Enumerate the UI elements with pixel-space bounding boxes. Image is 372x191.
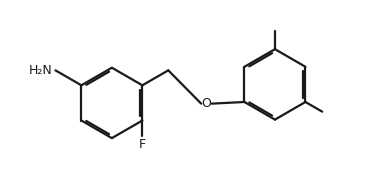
Text: O: O [202, 97, 211, 110]
Text: H₂N: H₂N [29, 64, 52, 77]
Text: F: F [139, 138, 146, 151]
